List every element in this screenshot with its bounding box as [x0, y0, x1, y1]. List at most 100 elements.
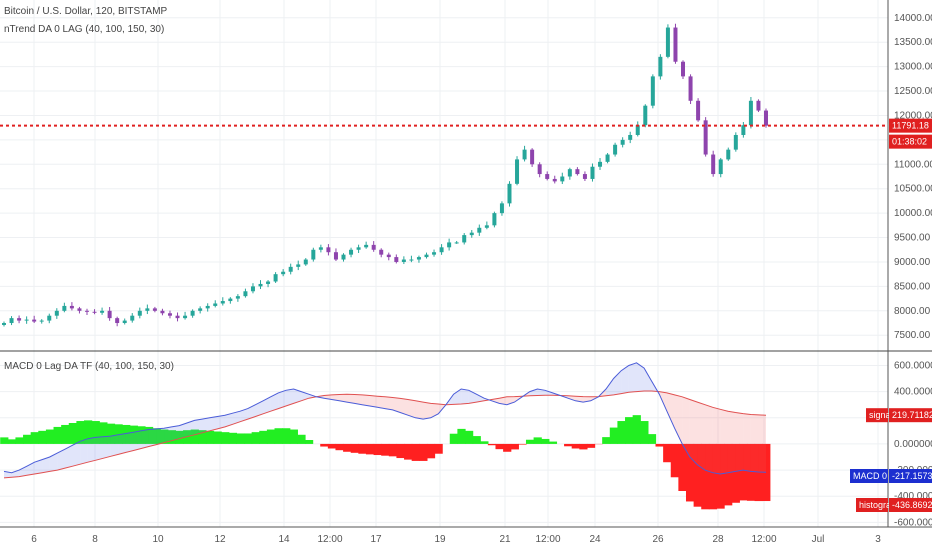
price-tick-label: 7500.00: [894, 330, 931, 341]
candle-body: [213, 303, 218, 306]
price-pane[interactable]: [0, 23, 888, 327]
macd-signal-fill: [697, 402, 706, 471]
candle-body: [401, 259, 406, 262]
histogram-bar-positive: [609, 427, 619, 444]
histogram-bar-negative: [746, 443, 756, 501]
macd-signal-fill: [224, 413, 233, 427]
histogram-bar-negative: [411, 443, 420, 461]
candle-body: [281, 271, 286, 275]
histogram-bar-positive: [167, 430, 177, 444]
histogram-bar-negative: [731, 443, 740, 503]
time-tick-label: 12: [214, 534, 226, 545]
candle-body: [130, 315, 135, 321]
candle-body: [266, 281, 271, 284]
macd-signal-fill: [156, 428, 165, 445]
candle-body: [235, 296, 240, 299]
macd-signal-fill: [171, 425, 180, 441]
macd-tick-label: -600.000000: [894, 517, 932, 528]
candle-body: [32, 319, 37, 322]
candle-body: [145, 308, 150, 311]
macd-signal-fill: [194, 419, 203, 435]
histogram-bar-positive: [449, 433, 458, 444]
macd-signal-fill: [110, 434, 119, 457]
candle-body: [545, 174, 550, 179]
histogram-bar-positive: [525, 439, 535, 444]
macd-signal-fill: [87, 437, 96, 463]
time-axis[interactable]: 6 8 10 12 14 12:00 17 19 21 12:00 24 26 28 12:00 Jul 3: [31, 534, 881, 545]
candle-body: [122, 320, 127, 324]
histogram-bar-positive: [30, 432, 39, 444]
candle-body: [205, 305, 210, 309]
macd-signal-fill: [202, 417, 210, 433]
histogram-bar-negative: [586, 443, 596, 448]
candle-body: [552, 178, 557, 182]
candle-body: [152, 308, 157, 311]
candle-body: [598, 161, 603, 167]
histogram-bar-positive: [541, 438, 550, 444]
macd-pane[interactable]: [0, 362, 771, 510]
macd-signal-fill: [743, 413, 751, 472]
candle-body: [741, 125, 746, 135]
price-tick-label: 13000.00: [894, 62, 932, 73]
histogram-bar-positive: [617, 421, 626, 444]
macd-signal-fill: [103, 436, 111, 459]
candle-body: [175, 315, 180, 319]
candle-body: [341, 254, 346, 260]
histogram-bar-positive: [7, 439, 17, 444]
candle-body: [560, 176, 565, 182]
candle-body: [424, 254, 429, 258]
time-tick-label: 28: [712, 534, 724, 545]
candle-body: [756, 100, 761, 111]
candle-body: [522, 149, 527, 160]
macd-signal-fill: [278, 390, 286, 409]
price-tick-label: 10500.00: [894, 184, 932, 195]
histogram-bar-negative: [579, 443, 588, 450]
candle-body: [748, 100, 753, 126]
macd-signal-fill: [644, 368, 652, 391]
macd-signal-fill: [34, 459, 43, 474]
histogram-bar-negative: [663, 443, 672, 463]
signal-line: [3, 390, 767, 479]
macd-signal-fill: [628, 362, 637, 393]
histogram-bar-negative: [396, 443, 405, 459]
symbol-title: Bitcoin / U.S. Dollar, 120, BITSTAMP: [4, 6, 168, 17]
macd-signal-fill: [735, 412, 744, 472]
histogram-bar-negative: [739, 443, 748, 501]
candle-body: [469, 232, 474, 236]
macd-signal-fill: [621, 365, 629, 394]
macd-signal-fill: [95, 436, 104, 461]
histogram-bar-positive: [259, 430, 268, 444]
macd-signal-fill: [354, 394, 363, 405]
histogram-bar-positive: [472, 436, 481, 444]
histogram-bar-positive: [15, 437, 24, 444]
histogram-bar-positive: [76, 421, 85, 444]
candle-body: [628, 134, 633, 140]
histogram-bar-positive: [251, 432, 260, 444]
macd-signal-fill: [369, 395, 378, 408]
macd-signal-fill: [567, 395, 576, 401]
candle-body: [499, 203, 504, 214]
candle-body: [530, 149, 535, 165]
candle-body: [650, 76, 655, 106]
candle-body: [356, 247, 361, 250]
candle-body: [703, 120, 708, 155]
candle-body: [582, 174, 587, 179]
candle-body: [39, 320, 44, 322]
macd-line: [3, 362, 767, 475]
candle-body: [273, 274, 278, 282]
histogram-bar-positive: [190, 429, 199, 444]
macd-signal-fill: [605, 378, 614, 396]
candle-body: [183, 315, 188, 319]
histogram-bar-positive: [221, 432, 230, 444]
macd-signal-fill: [186, 420, 195, 437]
macd-signal-fill: [545, 390, 553, 396]
macd-signal-fill: [270, 392, 279, 412]
time-tick-label: 6: [31, 534, 37, 545]
candle-body: [386, 254, 391, 258]
signal-value-tag-box: [889, 408, 932, 423]
macd-signal-fill: [72, 441, 81, 467]
price-tick-label: 12500.00: [894, 86, 932, 97]
macd-signal-fill: [529, 389, 538, 396]
price-tick-label: 14000.00: [894, 13, 932, 24]
